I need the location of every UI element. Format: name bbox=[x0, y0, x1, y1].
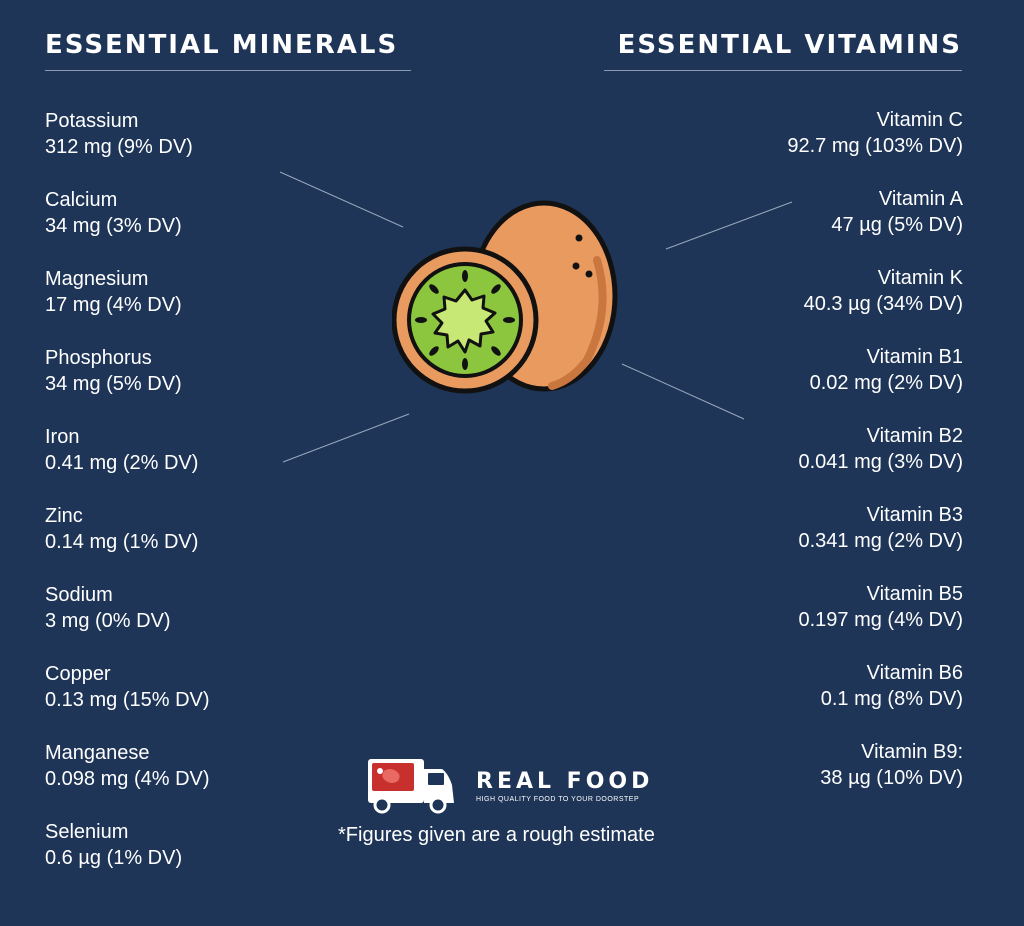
vitamin-name: Vitamin B2 bbox=[866, 425, 963, 447]
vitamin-item: Vitamin A 47 µg (5% DV) bbox=[787, 186, 963, 265]
mineral-item: Calcium 34 mg (3% DV) bbox=[45, 187, 210, 266]
mineral-name: Iron bbox=[45, 426, 80, 448]
mineral-name: Potassium bbox=[45, 110, 139, 132]
vitamin-name: Vitamin K bbox=[877, 267, 963, 289]
vitamin-item: Vitamin B2 0.041 mg (3% DV) bbox=[787, 423, 963, 502]
vitamin-value: 0.1 mg (8% DV) bbox=[820, 688, 963, 710]
mineral-item: Manganese 0.098 mg (4% DV) bbox=[45, 740, 210, 819]
mineral-item: Potassium 312 mg (9% DV) bbox=[45, 108, 210, 187]
mineral-value: 0.14 mg (1% DV) bbox=[45, 531, 199, 553]
minerals-heading: ESSENTIAL MINERALS bbox=[45, 30, 411, 71]
vitamin-item: Vitamin C 92.7 mg (103% DV) bbox=[787, 107, 963, 186]
vitamin-name: Vitamin B1 bbox=[866, 346, 963, 368]
mineral-name: Phosphorus bbox=[45, 347, 152, 369]
mineral-value: 0.098 mg (4% DV) bbox=[45, 768, 210, 790]
mineral-name: Calcium bbox=[45, 189, 118, 211]
brand-logo: REAL FOOD HIGH QUALITY FOOD TO YOUR DOOR… bbox=[366, 755, 666, 815]
vitamin-item: Vitamin B1 0.02 mg (2% DV) bbox=[787, 344, 963, 423]
connector-line bbox=[282, 413, 410, 463]
minerals-list: Potassium 312 mg (9% DV) Calcium 34 mg (3%… bbox=[45, 108, 210, 898]
vitamin-value: 38 µg (10% DV) bbox=[820, 767, 963, 789]
mineral-name: Magnesium bbox=[45, 268, 149, 290]
mineral-value: 34 mg (3% DV) bbox=[45, 215, 182, 237]
mineral-name: Copper bbox=[45, 663, 111, 685]
mineral-value: 0.13 mg (15% DV) bbox=[45, 689, 210, 711]
vitamin-value: 40.3 µg (34% DV) bbox=[803, 293, 963, 315]
vitamin-name: Vitamin B3 bbox=[866, 504, 963, 526]
mineral-name: Manganese bbox=[45, 742, 150, 764]
footnote: *Figures given are a rough estimate bbox=[338, 824, 655, 846]
mineral-value: 0.41 mg (2% DV) bbox=[45, 452, 199, 474]
mineral-name: Zinc bbox=[45, 505, 83, 527]
mineral-name: Sodium bbox=[45, 584, 113, 606]
mineral-item: Copper 0.13 mg (15% DV) bbox=[45, 661, 210, 740]
mineral-value: 34 mg (5% DV) bbox=[45, 373, 182, 395]
mineral-item: Zinc 0.14 mg (1% DV) bbox=[45, 503, 210, 582]
vitamins-list: Vitamin C 92.7 mg (103% DV) Vitamin A 47 µ… bbox=[787, 107, 963, 818]
mineral-value: 3 mg (0% DV) bbox=[45, 610, 171, 632]
connector-line bbox=[665, 201, 793, 250]
vitamin-name: Vitamin B6 bbox=[866, 662, 963, 684]
vitamin-item: Vitamin B9: 38 µg (10% DV) bbox=[787, 739, 963, 818]
brand-name: REAL FOOD bbox=[476, 769, 654, 794]
delivery-truck-icon bbox=[368, 759, 454, 814]
vitamin-name: Vitamin B5 bbox=[866, 583, 963, 605]
vitamin-value: 0.341 mg (2% DV) bbox=[798, 530, 963, 552]
vitamin-value: 0.02 mg (2% DV) bbox=[809, 372, 963, 394]
connector-line bbox=[621, 363, 745, 420]
kiwi-icon bbox=[392, 200, 618, 394]
mineral-value: 17 mg (4% DV) bbox=[45, 294, 182, 316]
mineral-value: 312 mg (9% DV) bbox=[45, 136, 193, 158]
vitamin-name: Vitamin C bbox=[876, 109, 963, 131]
mineral-value: 0.6 µg (1% DV) bbox=[45, 847, 183, 869]
vitamin-name: Vitamin A bbox=[878, 188, 963, 210]
vitamin-item: Vitamin B3 0.341 mg (2% DV) bbox=[787, 502, 963, 581]
mineral-item: Selenium 0.6 µg (1% DV) bbox=[45, 819, 210, 898]
vitamin-item: Vitamin K 40.3 µg (34% DV) bbox=[787, 265, 963, 344]
brand-tagline: HIGH QUALITY FOOD TO YOUR DOORSTEP bbox=[476, 796, 640, 803]
vitamin-item: Vitamin B5 0.197 mg (4% DV) bbox=[787, 581, 963, 660]
mineral-item: Sodium 3 mg (0% DV) bbox=[45, 582, 210, 661]
mineral-name: Selenium bbox=[45, 821, 129, 843]
mineral-item: Magnesium 17 mg (4% DV) bbox=[45, 266, 210, 345]
vitamin-value: 0.197 mg (4% DV) bbox=[798, 609, 963, 631]
connector-line bbox=[279, 171, 404, 228]
vitamin-item: Vitamin B6 0.1 mg (8% DV) bbox=[787, 660, 963, 739]
vitamins-heading: ESSENTIAL VITAMINS bbox=[604, 30, 962, 71]
vitamin-value: 0.041 mg (3% DV) bbox=[798, 451, 963, 473]
mineral-item: Iron 0.41 mg (2% DV) bbox=[45, 424, 210, 503]
vitamin-value: 47 µg (5% DV) bbox=[831, 214, 963, 236]
mineral-item: Phosphorus 34 mg (5% DV) bbox=[45, 345, 210, 424]
vitamin-value: 92.7 mg (103% DV) bbox=[787, 135, 963, 157]
vitamin-name: Vitamin B9: bbox=[861, 741, 963, 763]
